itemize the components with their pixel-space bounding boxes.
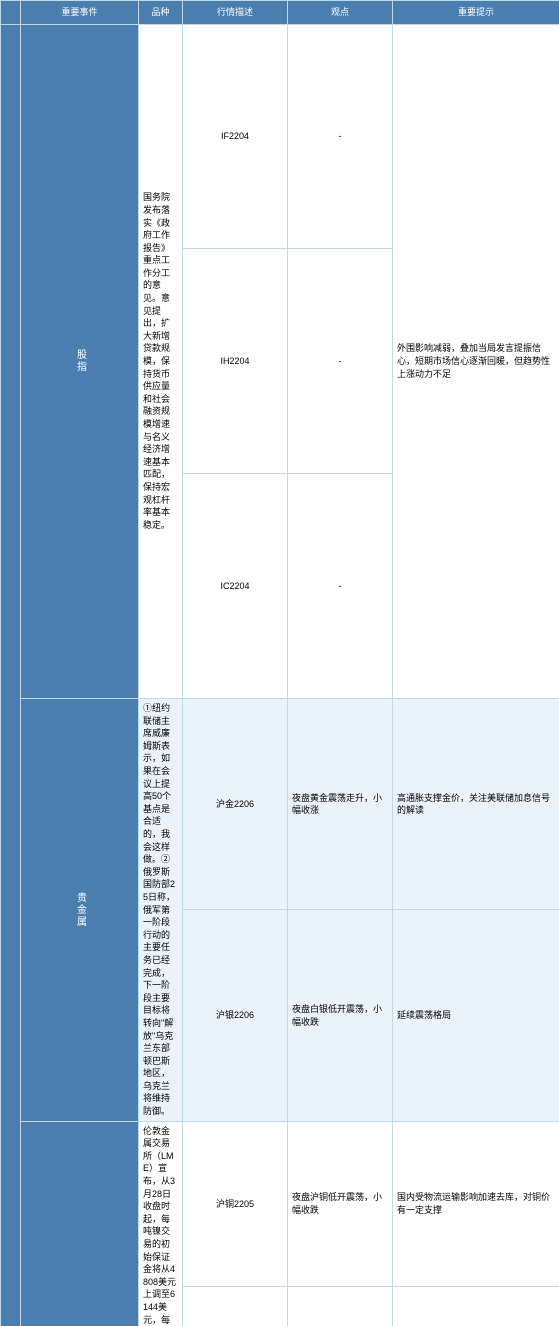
variety-cell: 沪铝2205	[183, 1287, 288, 1326]
h-tip: 重要提示	[393, 1, 559, 25]
desc-cell: -	[288, 474, 393, 699]
desc-cell: 夜盘沪铝尾盘拉升，小幅收涨	[288, 1287, 393, 1326]
view-cell: 高通胀支撑金价，关注美联储加息信号的解读	[393, 699, 559, 910]
desc-cell: -	[288, 249, 393, 474]
cat-cell: 股指	[21, 24, 139, 698]
cat-cell: 贵金属	[21, 699, 139, 1122]
view-cell: 最近有加速缓去库的态势，但去库表现仍强于往年同期	[393, 1287, 559, 1326]
variety-cell: 沪铜2205	[183, 1121, 288, 1287]
variety-cell: IC2204	[183, 474, 288, 699]
desc-cell: 夜盘沪铜低开震荡，小幅收跌	[288, 1121, 393, 1287]
view-cell: 延续震荡格局	[393, 910, 559, 1121]
brand-cell: 三立期货	[1, 24, 21, 1326]
h-event: 重要事件	[21, 1, 139, 25]
event-cell: 伦敦金属交易所（LME）宣布，从3月28日收盘时起，每吨镍交易的初始保证金将从4…	[139, 1121, 183, 1326]
cat-cell: 有色	[21, 1121, 139, 1326]
desc-cell: -	[288, 24, 393, 249]
event-cell: 国务院发布落实《政府工作报告》重点工作分工的意见。意见提出，扩大新增贷款规模，保…	[139, 24, 183, 698]
h-desc: 行情描述	[183, 1, 288, 25]
variety-cell: IH2204	[183, 249, 288, 474]
variety-cell: 沪金2206	[183, 699, 288, 910]
h-view: 观点	[288, 1, 393, 25]
variety-cell: 沪银2206	[183, 910, 288, 1121]
desc-cell: 夜盘黄金震荡走升，小幅收涨	[288, 699, 393, 910]
event-cell: ①纽约联储主席威廉姆斯表示，如果在会议上提高50个基点是合适的，我会这样做。②俄…	[139, 699, 183, 1122]
view-cell: 外围影响减弱，叠加当局发言提振信心，短期市场信心逐渐回暖，但趋势性上涨动力不足	[393, 24, 559, 698]
h-variety: 品种	[139, 1, 183, 25]
view-cell: 国内受物流运输影响加速去库，对铜价有一定支撑	[393, 1121, 559, 1287]
futures-table: 重要事件 品种 行情描述 观点 重要提示 三立期货股指国务院发布落实《政府工作报…	[0, 0, 559, 1326]
h-blank	[1, 1, 21, 25]
desc-cell: 夜盘白银低开震荡，小幅收跌	[288, 910, 393, 1121]
variety-cell: IF2204	[183, 24, 288, 249]
